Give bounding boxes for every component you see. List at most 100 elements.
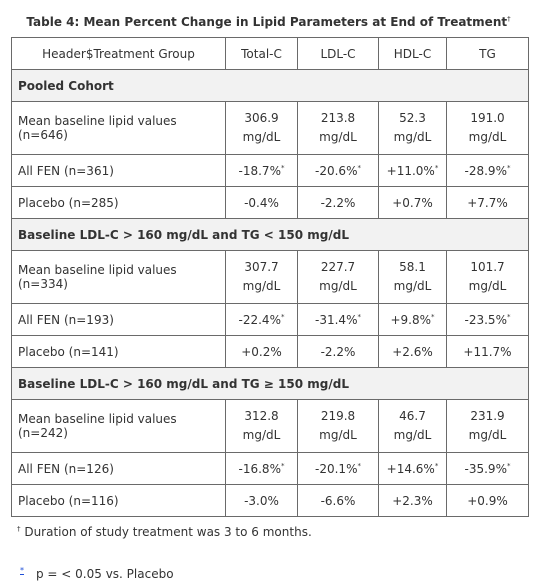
cell-value: 58.1 mg/dL [393,260,432,293]
value-cell: 213.8 mg/dL [297,101,379,155]
row-label: Mean baseline lipid values (n=242) [11,399,226,453]
cell-value: 46.7 mg/dL [393,409,432,442]
row-label: Placebo (n=116) [11,484,226,517]
cell-value: -20.6% [315,163,358,178]
header-cell: Total-C [225,37,298,70]
section-row: Baseline LDL-C > 160 mg/dL and TG < 150 … [11,218,529,251]
row-label: Mean baseline lipid values (n=646) [11,101,226,155]
value-cell: -31.4%* [297,303,379,336]
value-cell: +9.8%* [378,303,447,336]
cell-value: 191.0 mg/dL [468,111,507,144]
cell-value: -3.0% [244,493,279,508]
cell-value: 101.7 mg/dL [468,260,507,293]
table-row: Mean baseline lipid values (n=334) 307.7 … [11,250,529,304]
significance-mark: * [506,163,511,172]
section-title: Baseline LDL-C > 160 mg/dL and TG < 150 … [11,218,529,251]
header-cell: TG [446,37,529,70]
cell-value: +7.7% [467,195,508,210]
value-cell: 101.7 mg/dL [446,250,529,304]
caption-dagger: † [507,15,511,23]
value-cell: -0.4% [225,186,298,219]
significance-mark: * [506,461,511,470]
cell-value: 307.7 mg/dL [242,260,281,293]
value-cell: 306.9 mg/dL [225,101,298,155]
cell-value: -23.5% [464,312,507,327]
footnote-dagger: † Duration of study treatment was 3 to 6… [17,525,312,539]
table-row: All FEN (n=193) -22.4%* -31.4%* +9.8%* -23.5… [11,303,529,336]
value-cell: 231.9 mg/dL [446,399,529,453]
cell-value: -6.6% [320,493,356,508]
header-row: Header$Treatment Group Total-C LDL-C HDL… [11,37,529,70]
cell-value: 227.7 mg/dL [319,260,357,293]
cell-value: -31.4% [315,312,358,327]
cell-value: +14.6% [386,461,435,476]
value-cell: 219.8 mg/dL [297,399,379,453]
significance-mark: * [357,312,361,321]
cell-value: +0.2% [241,344,282,359]
value-cell: -23.5%* [446,303,529,336]
header-cell: Header$Treatment Group [11,37,226,70]
cell-value: +2.3% [392,493,433,508]
cell-value: +2.6% [392,344,433,359]
row-label: All FEN (n=126) [11,452,226,485]
significance-mark: * [434,461,439,470]
cell-value: -16.8% [238,461,281,476]
significance-mark: * [280,312,285,321]
value-cell: -22.4%* [225,303,298,336]
row-label: All FEN (n=361) [11,154,226,187]
value-cell: -20.6%* [297,154,379,187]
value-cell: 227.7 mg/dL [297,250,379,304]
significance-mark: * [280,163,285,172]
table-body: Pooled Cohort Mean baseline lipid values … [11,69,529,517]
cell-value: 306.9 mg/dL [242,111,281,144]
cell-value: -2.2% [320,195,356,210]
value-cell: 46.7 mg/dL [378,399,447,453]
significance-mark: * [280,461,285,470]
value-cell: +14.6%* [378,452,447,485]
value-cell: -2.2% [297,186,379,219]
value-cell: -2.2% [297,335,379,368]
cell-value: -2.2% [320,344,356,359]
table-row: All FEN (n=126) -16.8%* -20.1%* +14.6%* -35.… [11,452,529,485]
value-cell: +11.0%* [378,154,447,187]
significance-mark: * [431,312,435,321]
significance-mark: * [357,163,361,172]
value-cell: 312.8 mg/dL [225,399,298,453]
value-cell: -3.0% [225,484,298,517]
cell-value: -22.4% [238,312,281,327]
value-cell: -6.6% [297,484,379,517]
cell-value: +0.7% [392,195,433,210]
header-cell: HDL-C [378,37,447,70]
value-cell: +2.6% [378,335,447,368]
section-row: Baseline LDL-C > 160 mg/dL and TG ≥ 150 … [11,367,529,400]
cell-value: 219.8 mg/dL [319,409,357,442]
lipid-table: Header$Treatment Group Total-C LDL-C HDL… [11,37,529,517]
row-label: Placebo (n=285) [11,186,226,219]
section-row: Pooled Cohort [11,69,529,102]
value-cell: +0.7% [378,186,447,219]
value-cell: -35.9%* [446,452,529,485]
section-title: Baseline LDL-C > 160 mg/dL and TG ≥ 150 … [11,367,529,400]
cell-value: 213.8 mg/dL [319,111,357,144]
value-cell: -18.7%* [225,154,298,187]
cell-value: -20.1% [315,461,358,476]
row-label: Placebo (n=141) [11,335,226,368]
footnote-asterisk: * p = < 0.05 vs. Placebo [20,566,174,581]
footnote-asterisk-text: p = < 0.05 vs. Placebo [36,567,174,581]
value-cell: +0.9% [446,484,529,517]
row-label: All FEN (n=193) [11,303,226,336]
cell-value: -35.9% [464,461,507,476]
cell-value: 231.9 mg/dL [468,409,507,442]
cell-value: 312.8 mg/dL [242,409,281,442]
value-cell: -16.8%* [225,452,298,485]
cell-value: -0.4% [244,195,279,210]
value-cell: 307.7 mg/dL [225,250,298,304]
cell-value: +11.0% [386,163,435,178]
footnote-asterisk-link[interactable]: * [20,566,24,575]
value-cell: +2.3% [378,484,447,517]
table-row: Placebo (n=141) +0.2% -2.2% +2.6% +11.7% [11,335,529,368]
table-row: All FEN (n=361) -18.7%* -20.6%* +11.0%* -28.… [11,154,529,187]
value-cell: +0.2% [225,335,298,368]
cell-value: -28.9% [464,163,507,178]
